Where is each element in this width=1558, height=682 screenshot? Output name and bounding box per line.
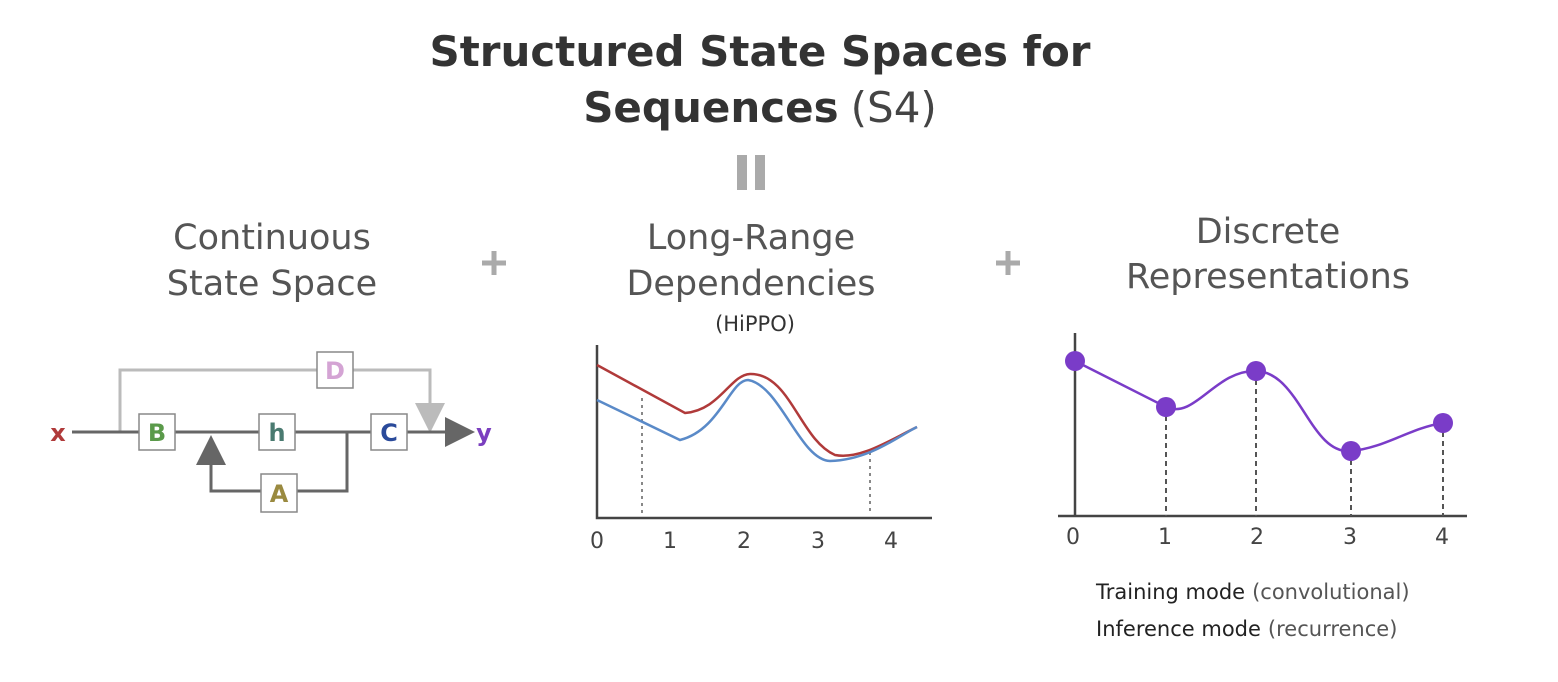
hippo-plot [595, 345, 932, 520]
equals-bar [755, 155, 765, 190]
block-label: h [268, 419, 285, 447]
block-label: D [325, 357, 345, 385]
block-box [258, 413, 296, 451]
discrete-plot [1058, 333, 1467, 518]
tick-label: 4 [884, 529, 898, 554]
mode-detail: (convolutional) [1252, 580, 1409, 604]
tick-label: 2 [737, 529, 751, 554]
mode-line: Inference mode (recurrence) [1096, 617, 1397, 641]
tick-label: 4 [1435, 525, 1449, 550]
panel-title: Discrete [1196, 212, 1341, 252]
title-line1: Structured State Spaces for [429, 27, 1090, 76]
title-line2: Sequences (S4) [583, 83, 937, 132]
panel-title: State Space [167, 264, 377, 304]
input-label: x [50, 419, 66, 447]
equals-bar [737, 155, 747, 190]
mode-line: Training mode (convolutional) [1095, 580, 1410, 604]
panel-title: Dependencies [626, 264, 875, 304]
title-bold: Sequences [583, 83, 838, 132]
mode-detail: (recurrence) [1268, 617, 1397, 641]
tick-label: 1 [1158, 525, 1172, 550]
tick-label: 2 [1250, 525, 1264, 550]
panel-subtitle: (HiPPO) [715, 312, 795, 336]
block-box [260, 473, 298, 513]
block-label: A [270, 480, 289, 508]
mode-name: Training mode [1095, 580, 1245, 604]
panel-title: Representations [1126, 257, 1410, 297]
tick-label: 3 [1343, 525, 1357, 550]
panel-title: Long-Range [647, 218, 855, 258]
block-box [370, 413, 408, 451]
tick-label: 0 [1066, 525, 1080, 550]
tick-label: 3 [811, 529, 825, 554]
mode-name: Inference mode [1096, 617, 1261, 641]
tick-label: 1 [663, 529, 677, 554]
title-rest: (S4) [851, 83, 937, 132]
block-label: C [380, 419, 398, 447]
plus-signs [482, 251, 1020, 275]
output-label: y [476, 419, 492, 447]
block-label: B [148, 419, 166, 447]
block-box [316, 351, 354, 389]
panel-title: Continuous [173, 218, 371, 258]
tick-label: 0 [590, 529, 604, 554]
block-box [138, 413, 176, 451]
